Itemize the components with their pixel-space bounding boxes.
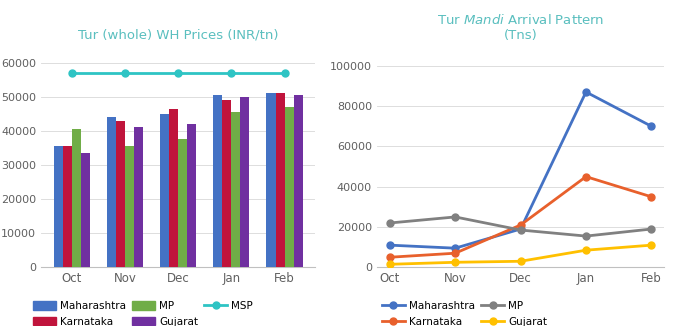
MP [582,234,590,238]
Karnataka [647,195,656,199]
Bar [134,127,143,267]
Maharashtra [386,243,394,247]
Title: Tur (whole) WH Prices (INR/tn): Tur (whole) WH Prices (INR/tn) [78,29,278,42]
Gujarat [451,260,460,264]
Bar [284,107,294,267]
Maharashtra [516,227,525,231]
Bar [232,112,240,267]
Title: Tur $\mathit{Mandi}$ Arrival Pattern
(Tns): Tur $\mathit{Mandi}$ Arrival Pattern (Tn… [437,13,604,42]
Bar [125,146,134,267]
MP [386,221,394,225]
Legend: Maharashtra, Karnataka, MP, Gujarat, MSP: Maharashtra, Karnataka, MP, Gujarat, MSP [33,301,253,326]
Karnataka [582,175,590,179]
Bar [62,146,72,267]
Line: Karnataka: Karnataka [386,173,655,261]
MP [451,215,460,219]
Line: Maharashtra: Maharashtra [386,89,655,252]
Line: Gujarat: Gujarat [386,242,655,268]
Gujarat [516,259,525,263]
Bar [169,109,178,267]
Gujarat [647,243,656,247]
Karnataka [516,223,525,227]
Bar [81,153,90,267]
Bar [222,100,232,267]
MP [647,227,656,231]
Karnataka [451,251,460,255]
Bar [72,129,81,267]
Bar [294,95,303,267]
Maharashtra [582,90,590,94]
Bar [266,93,275,267]
Gujarat [386,262,394,266]
Bar [187,124,196,267]
Line: MP: MP [386,214,655,240]
Maharashtra [451,246,460,250]
Karnataka [386,255,394,259]
Bar [213,95,222,267]
Maharashtra [647,124,656,128]
MP [516,228,525,232]
Gujarat [582,248,590,252]
Bar [178,140,187,267]
Bar [107,117,116,267]
Bar [53,146,62,267]
Bar [275,93,284,267]
Bar [160,114,169,267]
Legend: Maharashtra, Karnataka, MP, Gujarat: Maharashtra, Karnataka, MP, Gujarat [382,301,547,326]
Bar [116,121,125,267]
Bar [240,97,249,267]
